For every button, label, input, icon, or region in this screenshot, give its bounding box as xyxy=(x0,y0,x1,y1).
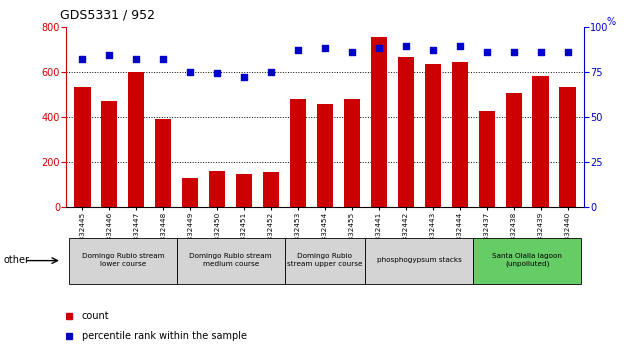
Point xyxy=(509,49,519,55)
Bar xyxy=(102,101,117,207)
Point xyxy=(293,47,303,53)
Point xyxy=(239,74,249,80)
Point xyxy=(347,49,357,55)
Text: count: count xyxy=(82,311,110,321)
Bar xyxy=(533,76,548,207)
Bar xyxy=(236,175,252,207)
Point xyxy=(455,44,465,49)
Text: Domingo Rubio stream
lower course: Domingo Rubio stream lower course xyxy=(81,253,164,267)
Bar xyxy=(560,87,575,207)
Point xyxy=(78,56,88,62)
Text: other: other xyxy=(3,255,29,265)
Point xyxy=(401,44,411,49)
Bar xyxy=(155,119,172,207)
Bar xyxy=(182,178,198,207)
Bar xyxy=(74,87,90,207)
Bar xyxy=(371,37,387,207)
Text: Domingo Rubio stream
medium course: Domingo Rubio stream medium course xyxy=(189,253,272,267)
Bar xyxy=(69,238,177,284)
Point xyxy=(266,69,276,75)
Bar xyxy=(209,171,225,207)
Bar xyxy=(425,64,441,207)
Bar xyxy=(398,57,414,207)
Bar xyxy=(473,238,581,284)
Text: %: % xyxy=(607,17,616,27)
Text: phosphogypsum stacks: phosphogypsum stacks xyxy=(377,257,462,263)
Text: GDS5331 / 952: GDS5331 / 952 xyxy=(60,9,155,22)
Point xyxy=(536,49,546,55)
Point xyxy=(374,45,384,51)
Point xyxy=(562,49,572,55)
Point xyxy=(158,56,168,62)
Bar xyxy=(290,99,306,207)
Point xyxy=(185,69,195,75)
Point xyxy=(320,45,330,51)
Bar xyxy=(263,172,279,207)
Bar xyxy=(365,238,473,284)
Point xyxy=(481,49,492,55)
Bar xyxy=(317,104,333,207)
Point xyxy=(212,71,222,76)
Bar xyxy=(478,111,495,207)
Text: Domingo Rubio
stream upper course: Domingo Rubio stream upper course xyxy=(287,253,363,267)
Bar xyxy=(452,62,468,207)
Point xyxy=(104,53,114,58)
Bar xyxy=(505,93,522,207)
Bar xyxy=(344,99,360,207)
Text: Santa Olalla lagoon
(unpolluted): Santa Olalla lagoon (unpolluted) xyxy=(492,253,562,267)
Text: percentile rank within the sample: percentile rank within the sample xyxy=(82,331,247,341)
Bar xyxy=(285,238,365,284)
Bar xyxy=(177,238,285,284)
Bar xyxy=(128,72,144,207)
Point xyxy=(131,56,141,62)
Point xyxy=(428,47,438,53)
